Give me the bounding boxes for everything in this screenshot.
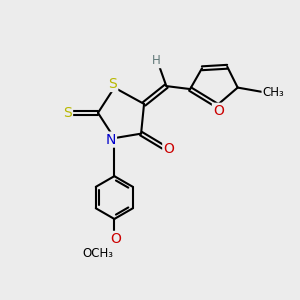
Text: H: H	[152, 54, 160, 67]
Text: OCH₃: OCH₃	[82, 247, 113, 260]
Text: N: N	[106, 133, 116, 147]
Text: O: O	[110, 232, 121, 246]
Text: S: S	[109, 77, 117, 91]
Text: CH₃: CH₃	[262, 85, 284, 98]
Text: O: O	[213, 104, 224, 118]
Text: O: O	[163, 142, 174, 155]
Text: S: S	[63, 106, 72, 120]
